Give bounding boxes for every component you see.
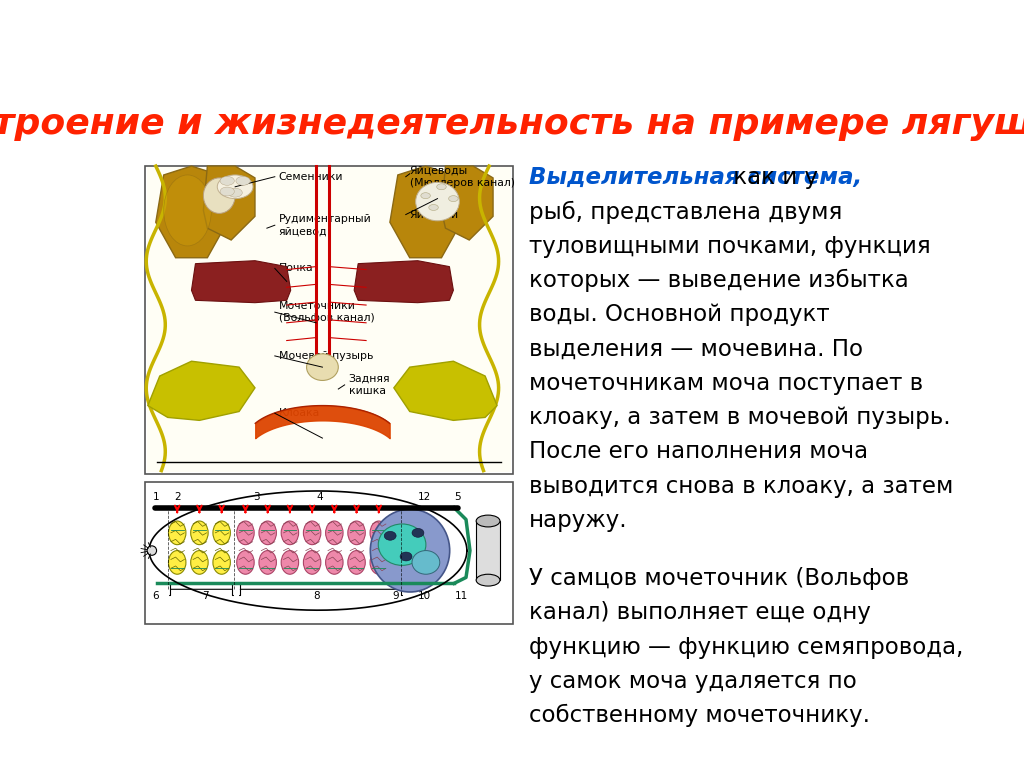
Ellipse shape — [217, 175, 253, 199]
Text: функцию — функцию семяпровода,: функцию — функцию семяпровода, — [528, 636, 964, 659]
Text: наружу.: наружу. — [528, 509, 628, 532]
Ellipse shape — [416, 182, 460, 220]
Polygon shape — [394, 361, 497, 420]
Ellipse shape — [306, 354, 338, 380]
Text: 12: 12 — [418, 492, 431, 502]
Text: выводится снова в клоаку, а затем: выводится снова в клоаку, а затем — [528, 475, 953, 498]
Ellipse shape — [282, 551, 299, 574]
Text: 8: 8 — [312, 591, 319, 601]
Polygon shape — [191, 260, 291, 303]
Ellipse shape — [326, 521, 343, 545]
Ellipse shape — [371, 509, 450, 592]
FancyBboxPatch shape — [145, 482, 513, 624]
Ellipse shape — [169, 551, 186, 574]
Ellipse shape — [213, 551, 230, 574]
Bar — [147, 167, 511, 472]
Ellipse shape — [412, 551, 439, 574]
Text: 5: 5 — [455, 492, 461, 502]
Polygon shape — [354, 260, 454, 303]
Ellipse shape — [169, 521, 186, 545]
Ellipse shape — [147, 546, 157, 555]
Ellipse shape — [370, 521, 387, 545]
Ellipse shape — [370, 551, 387, 574]
Text: После его наполнения моча: После его наполнения моча — [528, 441, 868, 463]
Text: как и у: как и у — [726, 166, 817, 189]
Polygon shape — [156, 166, 227, 258]
Ellipse shape — [228, 188, 243, 197]
Text: которых — выведение избытка: которых — выведение избытка — [528, 269, 908, 292]
Polygon shape — [441, 166, 494, 240]
Text: у самок моча удаляется по: у самок моча удаляется по — [528, 670, 856, 693]
Ellipse shape — [190, 521, 208, 545]
Text: Рудиментарный
яйцевод: Рудиментарный яйцевод — [279, 214, 372, 236]
Text: Почка: Почка — [279, 263, 313, 273]
Ellipse shape — [436, 184, 446, 190]
Text: Клоака: Клоака — [279, 409, 321, 419]
Ellipse shape — [237, 521, 254, 545]
Text: рыб, представлена двумя: рыб, представлена двумя — [528, 200, 842, 223]
Ellipse shape — [429, 204, 438, 210]
Ellipse shape — [348, 521, 366, 545]
Polygon shape — [147, 361, 255, 420]
Ellipse shape — [282, 521, 299, 545]
Text: Строение и жизнедеятельность на примере лягушки: Строение и жизнедеятельность на примере … — [0, 107, 1024, 141]
Text: Семенники: Семенники — [279, 172, 343, 182]
Text: Мочевой пузырь: Мочевой пузырь — [279, 351, 373, 361]
Ellipse shape — [476, 515, 500, 527]
Ellipse shape — [220, 177, 234, 185]
Bar — [476, 521, 500, 580]
Ellipse shape — [412, 528, 424, 538]
Ellipse shape — [237, 551, 254, 574]
Ellipse shape — [449, 196, 458, 201]
Text: 7: 7 — [202, 591, 208, 601]
Text: воды. Основной продукт: воды. Основной продукт — [528, 303, 829, 326]
Ellipse shape — [236, 177, 250, 185]
Text: У самцов мочеточник (Вольфов: У самцов мочеточник (Вольфов — [528, 567, 909, 590]
Text: 4: 4 — [316, 492, 324, 502]
Ellipse shape — [378, 524, 426, 565]
Ellipse shape — [213, 521, 230, 545]
Ellipse shape — [204, 178, 236, 214]
Ellipse shape — [259, 521, 276, 545]
Text: 1: 1 — [153, 492, 159, 502]
Text: 2: 2 — [174, 492, 180, 502]
Ellipse shape — [400, 552, 412, 561]
Bar — [147, 484, 511, 623]
Text: собственному мочеточнику.: собственному мочеточнику. — [528, 704, 869, 727]
Ellipse shape — [303, 551, 321, 574]
Text: туловищными почками, функция: туловищными почками, функция — [528, 235, 931, 258]
Text: Выделительная система,: Выделительная система, — [528, 166, 862, 189]
Text: 9: 9 — [392, 591, 398, 601]
Text: 3: 3 — [253, 492, 260, 502]
Ellipse shape — [326, 551, 343, 574]
Text: мочеточникам моча поступает в: мочеточникам моча поступает в — [528, 372, 923, 395]
Ellipse shape — [164, 175, 211, 246]
Text: 11: 11 — [455, 591, 468, 601]
Ellipse shape — [348, 551, 366, 574]
Text: Мочеточники
(Вольфов канал): Мочеточники (Вольфов канал) — [279, 301, 375, 323]
Ellipse shape — [421, 193, 430, 199]
Text: канал) выполняет еще одну: канал) выполняет еще одну — [528, 601, 870, 624]
Polygon shape — [204, 166, 255, 240]
Ellipse shape — [259, 551, 276, 574]
FancyBboxPatch shape — [145, 166, 513, 474]
Text: выделения — мочевина. По: выделения — мочевина. По — [528, 338, 863, 360]
Text: 6: 6 — [153, 591, 159, 601]
Ellipse shape — [190, 551, 208, 574]
Polygon shape — [390, 166, 461, 258]
Ellipse shape — [384, 531, 396, 540]
Ellipse shape — [303, 521, 321, 545]
Ellipse shape — [220, 187, 234, 196]
Text: клоаку, а затем в мочевой пузырь.: клоаку, а затем в мочевой пузырь. — [528, 406, 950, 429]
Text: Яичники: Яичники — [410, 210, 459, 220]
Text: 10: 10 — [418, 591, 431, 601]
Text: Задняя
кишка: Задняя кишка — [348, 374, 390, 396]
Text: Яйцеводы
(Мюллеров канал): Яйцеводы (Мюллеров канал) — [410, 166, 515, 187]
Polygon shape — [150, 491, 467, 611]
Ellipse shape — [476, 574, 500, 586]
